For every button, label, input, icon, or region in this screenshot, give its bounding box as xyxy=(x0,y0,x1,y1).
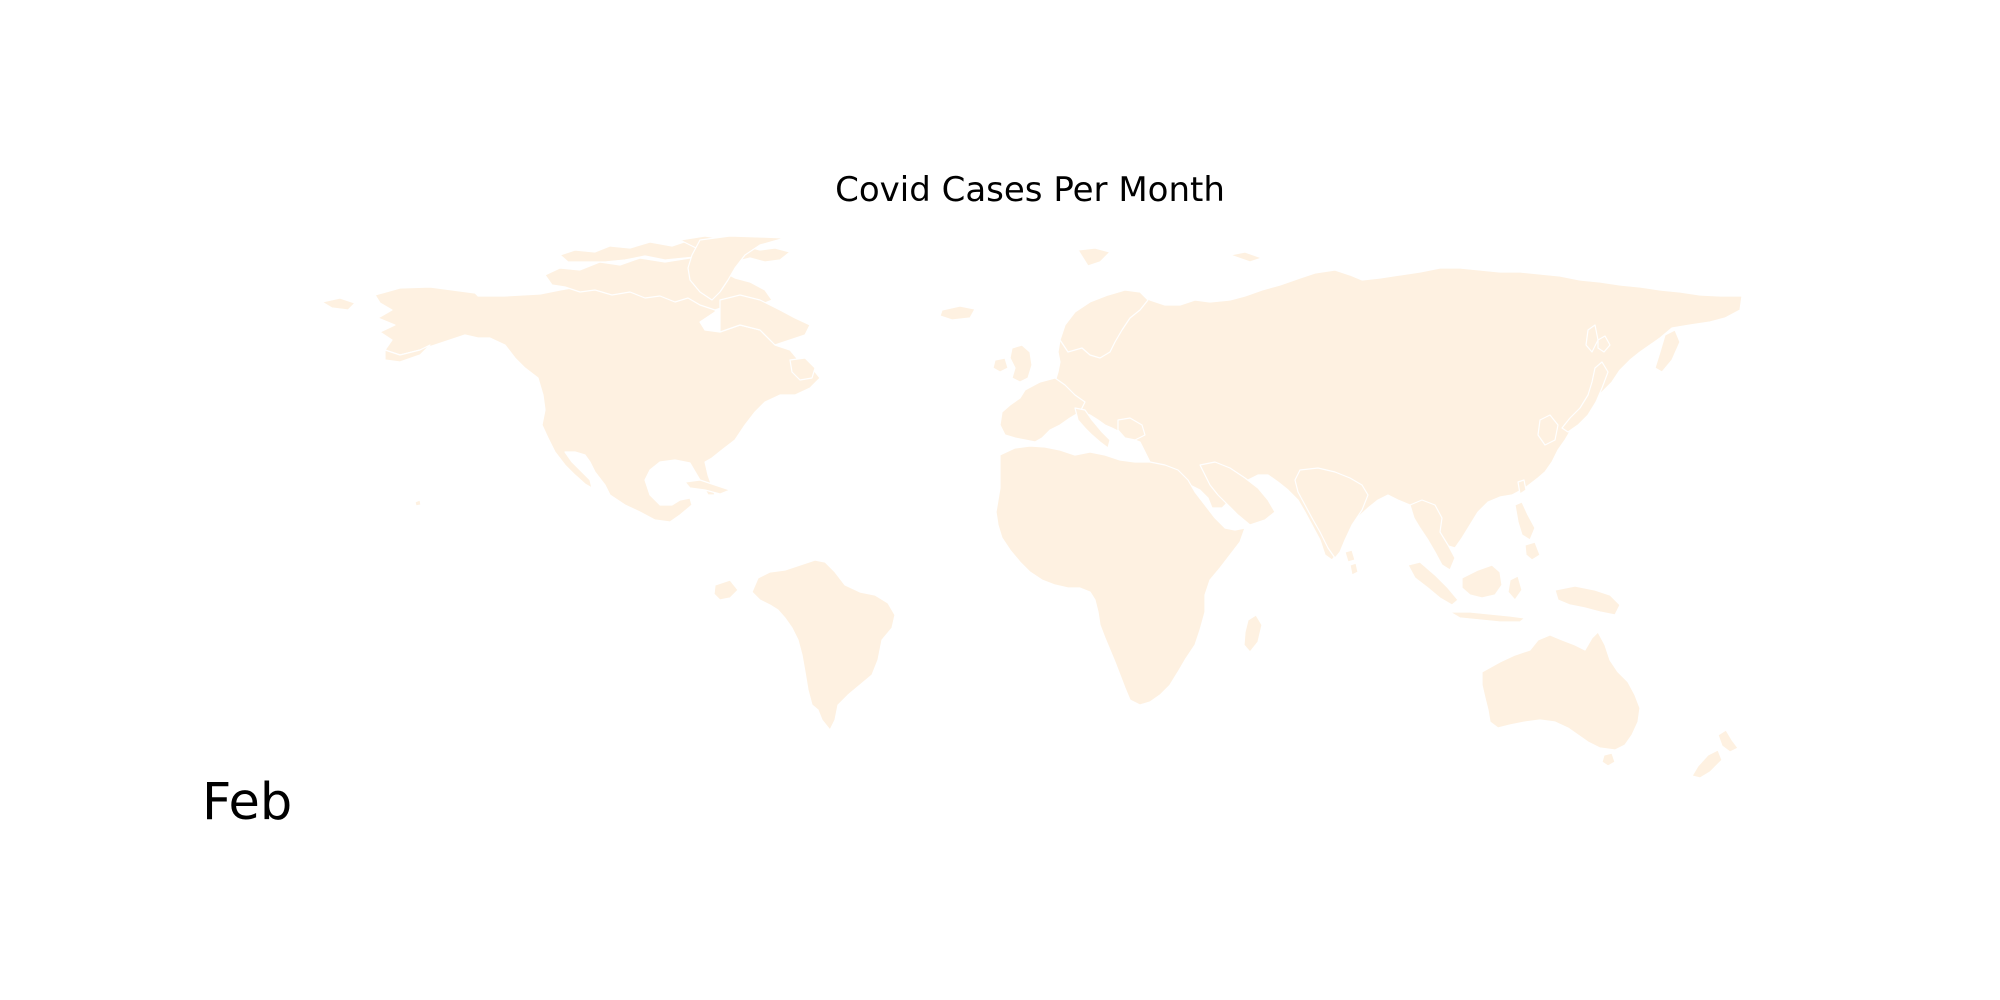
region-europe xyxy=(1059,289,1149,359)
region-japan xyxy=(1597,335,1611,353)
region-new-zealand xyxy=(1717,729,1739,753)
region-australia xyxy=(1601,752,1616,767)
region-south-america xyxy=(751,559,896,731)
region-north-america xyxy=(321,297,356,311)
region-greenland xyxy=(687,235,786,301)
region-north-america xyxy=(684,479,731,495)
region-europe xyxy=(1074,407,1111,449)
region-iceland xyxy=(939,305,976,321)
region-europe xyxy=(1117,417,1146,441)
region-australia xyxy=(1481,631,1641,751)
region-africa xyxy=(995,445,1246,706)
region-arctic-islands xyxy=(1077,247,1111,267)
region-north-america xyxy=(414,499,422,507)
month-label: Feb xyxy=(202,773,293,832)
region-asia xyxy=(1344,549,1356,563)
region-new-zealand xyxy=(1691,749,1723,779)
region-north-america xyxy=(384,344,431,363)
region-asia xyxy=(1585,324,1599,353)
region-asia xyxy=(1654,329,1681,373)
region-asia xyxy=(1517,479,1527,495)
region-south-america xyxy=(713,579,739,601)
map-title: Covid Cases Per Month xyxy=(835,170,1225,210)
region-europe xyxy=(999,377,1086,443)
region-arctic-islands xyxy=(1229,251,1263,263)
region-north-america xyxy=(789,357,816,381)
region-asia xyxy=(1537,414,1559,446)
region-philippines xyxy=(1524,541,1541,561)
region-asia xyxy=(1349,562,1359,576)
region-north-america xyxy=(719,294,811,346)
region-asia xyxy=(1199,461,1276,526)
region-philippines xyxy=(1514,501,1536,541)
region-indonesia xyxy=(1507,575,1523,601)
region-europe xyxy=(1009,344,1033,383)
region-indonesia xyxy=(1407,561,1459,606)
region-asia xyxy=(1294,467,1369,559)
region-europe xyxy=(992,357,1009,373)
region-indonesia xyxy=(1461,564,1503,599)
region-indonesia xyxy=(1554,585,1621,616)
region-indonesia xyxy=(1449,611,1526,623)
region-asia xyxy=(1409,499,1456,571)
region-japan xyxy=(1561,361,1609,433)
region-madagascar xyxy=(1243,614,1263,653)
